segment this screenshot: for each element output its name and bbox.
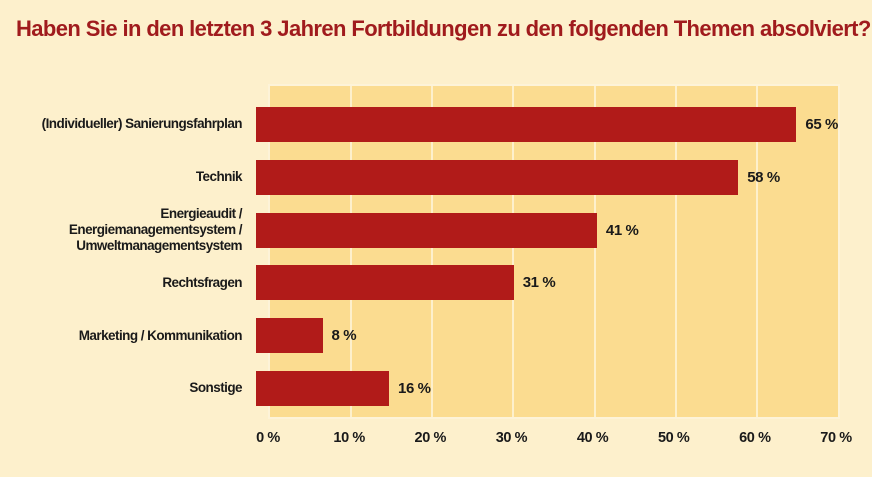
gridline: [350, 86, 353, 417]
gridline: [512, 86, 515, 417]
bar-5: [256, 318, 323, 354]
x-tick-label: 60 %: [739, 430, 771, 446]
x-tick-label: 30 %: [495, 430, 528, 446]
bar-row: Rechtsfragen 31 %: [0, 256, 838, 309]
bar-3: [256, 212, 597, 248]
bar-track: 58 %: [256, 159, 838, 195]
value-label: 58 %: [747, 168, 780, 186]
value-label: 65 %: [805, 115, 838, 133]
bar-row: Technik 58 %: [0, 151, 838, 204]
bar-track: 41 %: [256, 212, 838, 248]
x-tick-label: 20 %: [414, 430, 447, 446]
bar-track: 8 %: [256, 318, 838, 354]
value-label: 8 %: [331, 327, 357, 345]
bar-6: [256, 371, 390, 407]
bar-track: 65 %: [256, 106, 838, 142]
category-label: Sonstige: [189, 380, 242, 396]
gridline: [593, 86, 596, 417]
gridline: [431, 86, 434, 417]
gridline: [755, 86, 758, 417]
category-label: (Individueller) Sanierungsfahrplan: [41, 116, 243, 132]
x-tick-label: 50 %: [657, 430, 690, 446]
x-axis: 0 % 10 % 20 % 30 % 40 % 50 % 60 % 70 %: [0, 430, 872, 454]
bar-row: Sonstige 16 %: [0, 362, 838, 415]
bar-track: 31 %: [256, 265, 838, 301]
x-tick-label: 40 %: [576, 430, 609, 446]
x-tick-label: 70 %: [820, 430, 852, 446]
value-label: 41 %: [605, 221, 639, 239]
bar-4: [256, 265, 514, 301]
category-label: Marketing / Kommunikation: [78, 327, 243, 343]
chart-title: Haben Sie in den letzten 3 Jahren Fortbi…: [16, 16, 871, 41]
bar-1: [256, 106, 797, 142]
bar-2: [256, 159, 739, 195]
bar-row: (Individueller) Sanierungsfahrplan 65 %: [0, 98, 838, 151]
value-label: 16 %: [398, 380, 431, 398]
value-label: 31 %: [522, 274, 556, 292]
category-label: Energieaudit / Energiemanagementsystem /…: [68, 205, 243, 254]
category-label: Rechtsfragen: [162, 274, 242, 290]
x-tick-label: 0 %: [256, 430, 280, 446]
category-label: Technik: [195, 169, 243, 185]
bar-track: 16 %: [256, 371, 838, 407]
bar-rows: (Individueller) Sanierungsfahrplan 65 % Te…: [0, 84, 838, 415]
bar-row: Marketing / Kommunikation 8 %: [0, 309, 838, 362]
x-tick-label: 10 %: [333, 430, 365, 446]
gridline: [674, 86, 677, 417]
bar-row: Energieaudit / Energiemanagementsystem /…: [0, 204, 838, 257]
